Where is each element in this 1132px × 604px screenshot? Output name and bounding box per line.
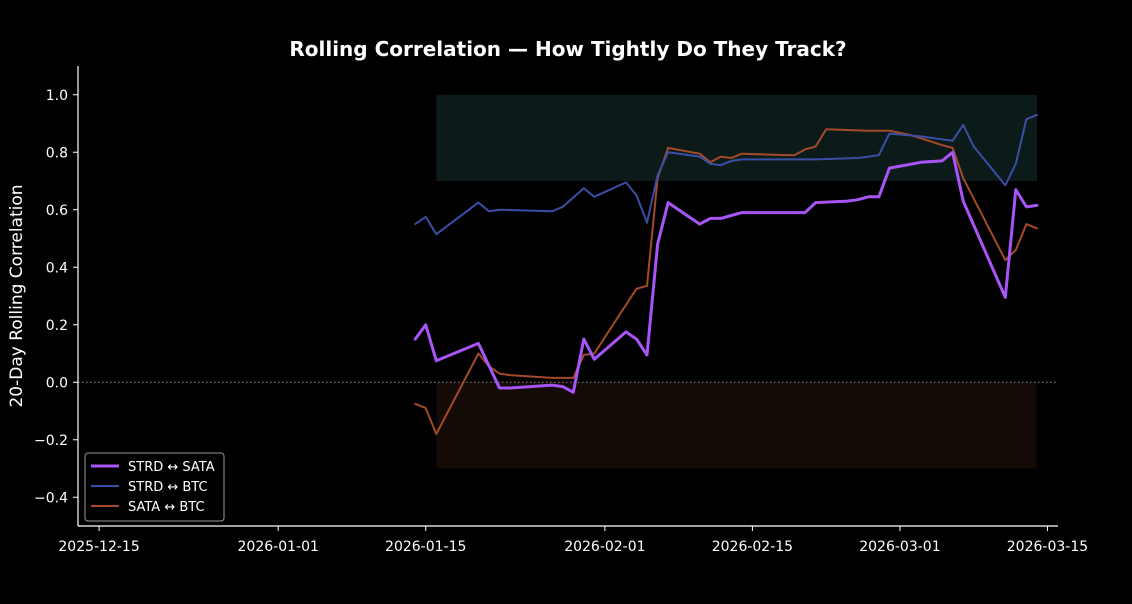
x-tick-label: 2026-02-15 bbox=[712, 539, 793, 555]
series-line-2 bbox=[414, 128, 1038, 435]
y-tick-label: 0.0 bbox=[46, 375, 68, 391]
axes-layer: 1.0 0.8 0.6 0.4 0.2 0.0 −0.2 −0.4 2025-12-15 2026… bbox=[34, 66, 1088, 555]
series-line-0 bbox=[413, 150, 1039, 394]
y-tick-label: −0.4 bbox=[34, 490, 68, 506]
y-tick-label: 1.0 bbox=[46, 88, 68, 104]
y-tick-label: 0.6 bbox=[46, 203, 68, 219]
legend-box bbox=[84, 452, 225, 522]
y-axis-label: 20-Day Rolling Correlation bbox=[7, 184, 27, 407]
legend-label-2: SATA ↔ BTC bbox=[128, 500, 205, 515]
y-tick-label: 0.4 bbox=[46, 260, 68, 276]
shaded-band bbox=[436, 94, 1037, 181]
y-tick-label: −0.2 bbox=[34, 433, 68, 449]
x-tick-label: 2026-03-01 bbox=[859, 539, 940, 555]
x-tick-label: 2026-03-15 bbox=[1007, 539, 1088, 555]
x-tick-label: 2026-01-15 bbox=[385, 539, 466, 555]
legend-label-0: STRD ↔ SATA bbox=[128, 460, 215, 475]
y-tick-label: 0.8 bbox=[46, 145, 68, 161]
series-layer bbox=[413, 113, 1039, 435]
x-tick-label: 2026-02-01 bbox=[564, 539, 645, 555]
legend: STRD ↔ SATA STRD ↔ BTC SATA ↔ BTC bbox=[84, 452, 225, 522]
series-line-1 bbox=[414, 113, 1038, 236]
x-tick-label: 2025-12-15 bbox=[58, 539, 139, 555]
shaded-band bbox=[436, 382, 1037, 469]
x-tick-label: 2026-01-01 bbox=[238, 539, 319, 555]
bands-layer bbox=[436, 94, 1037, 469]
y-tick-label: 0.2 bbox=[46, 318, 68, 334]
legend-label-1: STRD ↔ BTC bbox=[128, 480, 208, 495]
chart-title: Rolling Correlation — How Tightly Do The… bbox=[289, 37, 846, 61]
